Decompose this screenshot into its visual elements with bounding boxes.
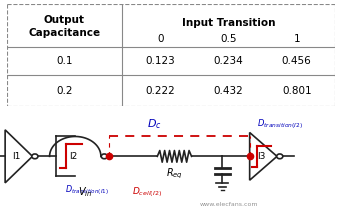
Text: www.elecfans.com: www.elecfans.com bbox=[200, 202, 259, 207]
Text: $\mathbf{\mathit{D_c}}$: $\mathbf{\mathit{D_c}}$ bbox=[146, 117, 161, 131]
Text: I3: I3 bbox=[258, 152, 266, 161]
Text: 0.234: 0.234 bbox=[214, 56, 243, 66]
Text: 0: 0 bbox=[157, 34, 163, 44]
Circle shape bbox=[32, 154, 38, 159]
Text: 0.123: 0.123 bbox=[145, 56, 175, 66]
Text: Input Transition: Input Transition bbox=[182, 18, 275, 28]
Text: 0.801: 0.801 bbox=[282, 86, 312, 96]
Text: 0.2: 0.2 bbox=[56, 86, 73, 96]
Text: Output
Capacitance: Output Capacitance bbox=[28, 15, 100, 38]
Text: $\mathbf{\mathit{D_{transition(I2)}}}$: $\mathbf{\mathit{D_{transition(I2)}}}$ bbox=[258, 117, 303, 131]
Polygon shape bbox=[5, 130, 32, 183]
Text: 1: 1 bbox=[293, 34, 300, 44]
Text: $\mathbf{\mathit{D_{transition(I1)}}}$: $\mathbf{\mathit{D_{transition(I1)}}}$ bbox=[65, 183, 109, 197]
Circle shape bbox=[277, 154, 283, 159]
Text: $V_{in}$: $V_{in}$ bbox=[78, 185, 93, 199]
Text: I2: I2 bbox=[69, 152, 78, 161]
Text: 0.1: 0.1 bbox=[56, 56, 73, 66]
Polygon shape bbox=[250, 132, 277, 180]
Text: 0.5: 0.5 bbox=[220, 34, 237, 44]
Text: I1: I1 bbox=[12, 152, 20, 161]
Circle shape bbox=[101, 154, 107, 159]
Text: 0.432: 0.432 bbox=[214, 86, 243, 96]
Text: 0.222: 0.222 bbox=[145, 86, 175, 96]
Text: $\mathbf{\mathit{D_{cell(I2)}}}$: $\mathbf{\mathit{D_{cell(I2)}}}$ bbox=[132, 185, 162, 199]
Text: 0.456: 0.456 bbox=[282, 56, 312, 66]
Text: $R_{eq}$: $R_{eq}$ bbox=[166, 166, 183, 181]
